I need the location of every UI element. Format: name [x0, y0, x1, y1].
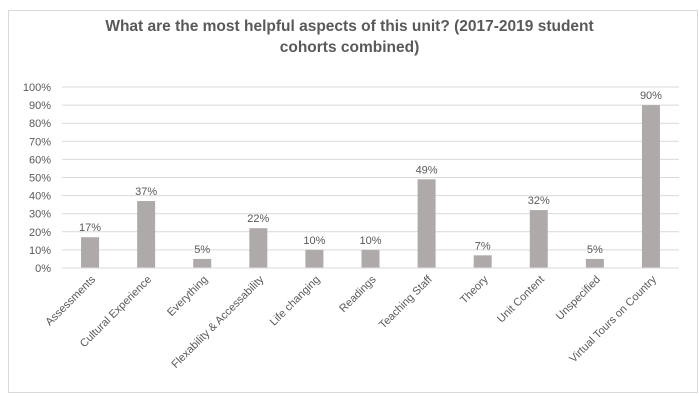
y-tick-label: 50% [29, 173, 51, 185]
bar [585, 258, 604, 268]
data-label: 90% [640, 90, 662, 102]
bar [81, 237, 100, 268]
y-tick-label: 90% [29, 100, 51, 112]
data-label: 10% [303, 235, 325, 247]
x-tick-label: Readings [337, 273, 379, 315]
bar [529, 210, 548, 268]
y-tick-label: 20% [29, 227, 51, 239]
y-tick-label: 40% [29, 191, 51, 203]
data-label: 49% [416, 164, 438, 176]
x-tick-label: Assessments [43, 273, 98, 328]
data-label: 7% [475, 240, 491, 252]
y-tick-label: 70% [29, 136, 51, 148]
bar [361, 249, 380, 268]
x-tick-label: Teaching Staff [377, 273, 435, 331]
x-tick-label: Everything [165, 274, 210, 319]
data-label: 32% [528, 195, 550, 207]
bar [305, 249, 324, 268]
y-tick-label: 60% [29, 154, 51, 166]
chart-frame [8, 10, 698, 393]
y-tick-label: 80% [29, 118, 51, 130]
y-tick-label: 30% [29, 209, 51, 221]
chart-title: What are the most helpful aspects of thi… [0, 16, 699, 58]
data-label: 5% [194, 244, 210, 256]
x-tick-label: Theory [458, 273, 491, 306]
data-label: 22% [247, 213, 269, 225]
x-tick-label: Unit Content [495, 274, 547, 326]
data-label: 17% [79, 222, 101, 234]
x-tick-label: Life changing [268, 274, 323, 329]
data-label: 5% [587, 244, 603, 256]
y-tick-label: 0% [35, 263, 51, 275]
bar [641, 105, 660, 268]
bar [417, 179, 436, 268]
y-tick-label: 10% [29, 245, 51, 257]
chart-title-line-2: cohorts combined) [279, 39, 420, 56]
x-tick-label: Unspecified [554, 274, 603, 323]
chart-title-line-1: What are the most helpful aspects of thi… [105, 18, 594, 35]
bar [249, 228, 268, 268]
x-tick-label: Flexability & Accessability [169, 273, 266, 370]
bar [193, 258, 212, 268]
data-label: 37% [135, 186, 157, 198]
data-label: 10% [359, 235, 381, 247]
bar [473, 255, 492, 268]
bar [137, 201, 156, 268]
y-tick-label: 100% [23, 82, 51, 94]
